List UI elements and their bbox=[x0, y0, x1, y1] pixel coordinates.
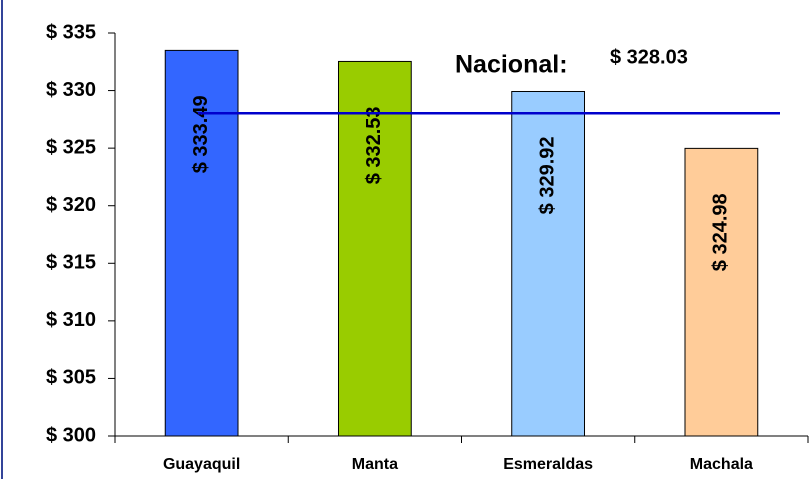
y-tick-label: $ 315 bbox=[46, 252, 96, 274]
x-tick-label: Machala bbox=[690, 456, 753, 473]
y-tick-label: $ 310 bbox=[46, 309, 96, 331]
y-tick-label: $ 330 bbox=[46, 79, 96, 101]
y-tick-label: $ 305 bbox=[46, 367, 96, 389]
bar bbox=[684, 147, 759, 437]
value-label: $ 332.53 bbox=[363, 106, 385, 184]
bar bbox=[511, 90, 586, 437]
y-tick-label: $ 320 bbox=[46, 194, 96, 216]
reference-label: Nacional: bbox=[455, 51, 568, 79]
bar bbox=[164, 49, 239, 437]
reference-value-label: $ 328.03 bbox=[610, 46, 688, 68]
value-label: $ 324.98 bbox=[710, 193, 732, 271]
value-label: $ 333.49 bbox=[190, 95, 212, 173]
x-tick-label: Manta bbox=[352, 456, 398, 473]
y-tick-label: $ 300 bbox=[46, 424, 96, 446]
y-tick-label: $ 325 bbox=[46, 136, 96, 158]
y-tick-label: $ 335 bbox=[46, 21, 96, 43]
bar bbox=[337, 60, 412, 437]
value-label: $ 329.92 bbox=[536, 136, 558, 214]
x-tick-label: Guayaquil bbox=[163, 456, 240, 473]
x-tick-label: Esmeraldas bbox=[503, 456, 593, 473]
